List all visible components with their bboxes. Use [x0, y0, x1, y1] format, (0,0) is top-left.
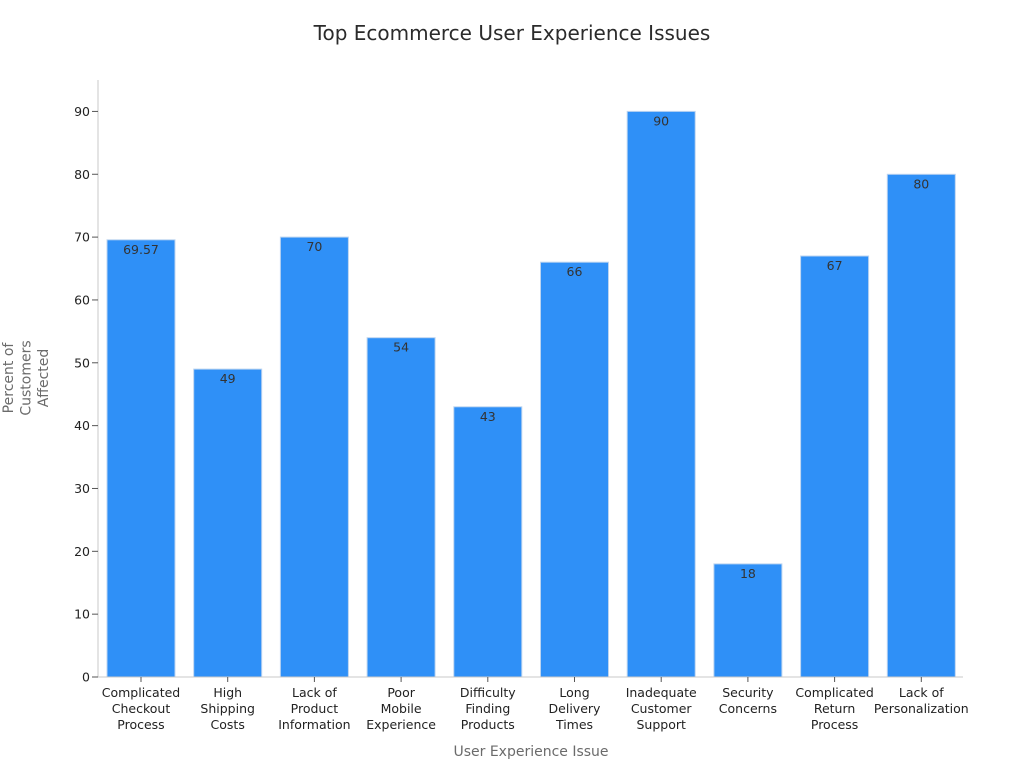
data-label: 54	[393, 340, 409, 355]
x-tick-label: Security Concerns	[719, 685, 777, 716]
y-tick-label: 90	[74, 104, 90, 119]
y-tick-label: 20	[74, 544, 90, 559]
x-tick-label: High Shipping Costs	[200, 685, 255, 732]
y-axis-title: Percent of Customers Affected	[1, 340, 52, 415]
bar	[800, 255, 870, 678]
data-label: 66	[567, 264, 583, 279]
x-axis-title: User Experience Issue	[453, 744, 608, 760]
y-tick-label: 80	[74, 167, 90, 182]
x-tick-label: Complicated Return Process	[795, 685, 874, 732]
y-tick-label: 50	[74, 355, 90, 370]
data-label: 18	[740, 566, 756, 581]
axis-layer: 0 10 20 30 40 50 60 70 80 90 Complicated Checkout Pr…	[74, 80, 969, 732]
x-tick-label: Lack of Personalization	[874, 685, 969, 716]
y-tick-label: 10	[74, 607, 90, 622]
bars-layer: 69.57 49 70 54 43 66 90 18 67 80	[106, 110, 956, 678]
bar	[366, 337, 436, 678]
data-label: 70	[306, 239, 322, 254]
y-tick-label: 70	[74, 230, 90, 245]
y-axis-title-text: Percent of Customers Affected	[1, 340, 52, 415]
x-tick-label: Complicated Checkout Process	[102, 685, 181, 732]
data-label: 43	[480, 409, 496, 424]
data-label: 69.57	[123, 242, 159, 257]
x-tick-label: Lack of Product Information	[278, 685, 350, 732]
bar	[626, 110, 696, 678]
y-tick-label: 0	[82, 670, 90, 685]
y-tick-label: 40	[74, 418, 90, 433]
bar	[540, 261, 609, 678]
bar	[886, 173, 956, 678]
x-tick-label: Long Delivery Times	[549, 685, 601, 732]
data-label: 90	[653, 113, 669, 128]
data-label: 49	[220, 371, 236, 386]
chart-title: Top Ecommerce User Experience Issues	[313, 21, 711, 45]
bar	[713, 563, 783, 678]
y-tick-label: 60	[74, 292, 90, 307]
bar	[279, 236, 349, 678]
y-tick-label: 30	[74, 481, 90, 496]
data-label: 80	[913, 176, 929, 191]
x-tick-label: Inadequate Customer Support	[626, 685, 697, 732]
bar	[106, 239, 176, 678]
data-label: 67	[827, 258, 843, 273]
x-tick-label: Difficulty Finding Products	[460, 685, 516, 732]
bar	[453, 406, 523, 678]
bar	[193, 368, 263, 678]
x-tick-label: Poor Mobile Experience	[366, 685, 436, 732]
